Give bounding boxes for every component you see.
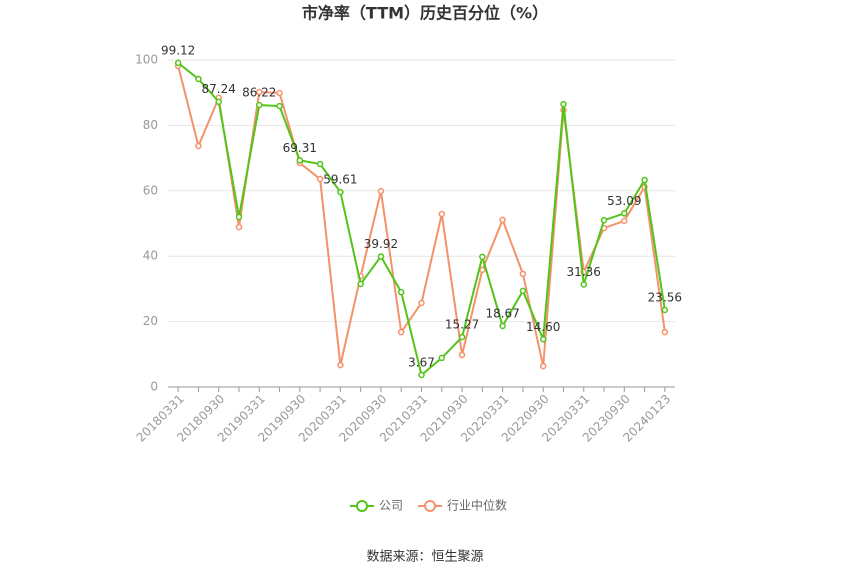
data-point [316,175,324,183]
data-point [418,299,425,307]
data-point [235,223,243,231]
data-point [499,216,506,224]
data-point [661,306,669,314]
data-point [641,176,648,184]
y-tick-label: 20 [143,314,158,328]
y-tick-label: 100 [135,53,158,67]
legend-marker [356,500,368,512]
data-label: 18.67 [485,306,519,320]
y-tick-label: 0 [150,380,158,394]
y-tick-label: 80 [143,118,158,132]
data-point [337,188,344,196]
data-label: 15.27 [445,318,479,332]
data-point [276,89,283,97]
y-tick-label: 60 [143,183,158,197]
y-tick-label: 40 [143,249,158,263]
chart-title: 市净率（TTM）历史百分位（%） [302,4,548,23]
series-line [177,65,666,367]
data-point [276,102,283,110]
data-point [195,75,202,83]
data-point [377,253,385,260]
data-label: 3.67 [408,355,435,369]
data-point [195,142,202,150]
data-point [600,216,608,224]
data-point [539,362,547,370]
data-point [174,59,182,67]
data-label: 39.92 [364,237,398,251]
data-point [296,157,304,164]
data-point [621,210,628,217]
data-point [479,266,486,274]
data-point [580,281,587,288]
data-label: 69.31 [283,141,317,155]
data-point [519,287,527,295]
data-point [397,288,405,296]
data-point [519,270,527,278]
data-point [357,280,364,288]
data-point [438,210,446,218]
data-point [560,100,567,108]
legend-marker [424,500,436,512]
data-point [397,328,405,336]
data-point [256,88,263,96]
data-point [377,187,385,195]
data-point [215,98,222,105]
data-point [256,101,263,109]
data-point [316,160,324,168]
data-point [438,354,446,362]
data-point [418,371,425,379]
series-line [177,62,666,377]
legend-label: 公司 [379,499,403,513]
data-label: 86.22 [242,86,276,100]
data-point [661,328,669,336]
data-label: 53.09 [607,194,641,208]
data-point [479,253,486,261]
data-label: 99.12 [161,43,195,57]
data-point [337,361,344,369]
legend-label: 行业中位数 [447,498,507,513]
data-point [621,217,628,225]
data-label: 23.56 [648,290,682,304]
data-point [458,333,466,341]
data-label: 14.60 [526,320,560,334]
data-label: 59.61 [323,173,357,187]
data-point [458,351,466,359]
data-point [539,336,547,343]
source-note: 数据来源：恒生聚源 [366,550,483,565]
data-label: 87.24 [202,82,236,96]
data-label: 31.36 [567,265,601,279]
data-point [499,322,506,330]
data-point [235,213,243,221]
